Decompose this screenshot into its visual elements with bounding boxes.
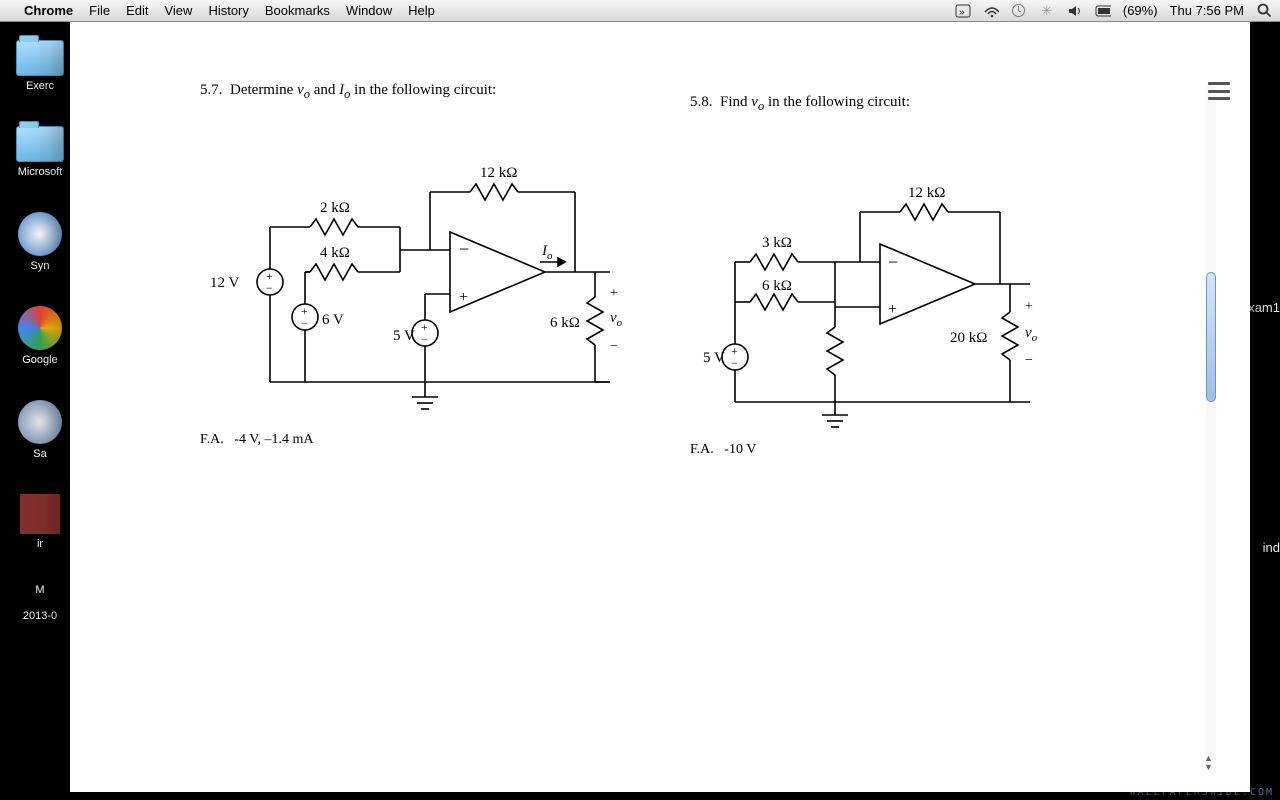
desktop-label: ind xyxy=(1263,540,1280,555)
desktop-file[interactable]: 2013-0 xyxy=(10,610,70,622)
problem-57-prompt: 5.7. Determine vo and Io in the followin… xyxy=(200,82,496,102)
menu-help[interactable]: Help xyxy=(408,3,435,18)
desktop-file[interactable]: ir xyxy=(10,494,70,550)
svg-text:5 V: 5 V xyxy=(703,350,725,366)
desktop-icons: Exerc Microsoft Syn Google Sa ir M 2013-… xyxy=(10,40,70,622)
desktop-folder[interactable]: Microsoft xyxy=(10,126,70,178)
svg-text:vo: vo xyxy=(1025,325,1038,344)
desktop-app[interactable]: Sa xyxy=(10,400,70,460)
hamburger-icon[interactable] xyxy=(1208,82,1230,100)
menu-view[interactable]: View xyxy=(164,3,192,18)
circuit-58: + − 5 V 3 kΩ 6 kΩ xyxy=(670,132,1100,452)
timemachine-icon[interactable] xyxy=(1011,3,1027,19)
svg-text:3 kΩ: 3 kΩ xyxy=(762,235,792,251)
svg-text:+: + xyxy=(888,301,897,318)
svg-text:−: − xyxy=(421,332,428,346)
svg-text:6 kΩ: 6 kΩ xyxy=(550,315,580,331)
answer-58: F.A. -10 V xyxy=(690,442,756,458)
vertical-scrollbar[interactable]: ▲▼ xyxy=(1206,82,1216,772)
bluetooth-icon[interactable]: ✳︎ xyxy=(1039,3,1055,19)
svg-text:»: » xyxy=(959,7,965,18)
svg-text:20 kΩ: 20 kΩ xyxy=(950,330,987,346)
svg-text:4 kΩ: 4 kΩ xyxy=(320,245,350,261)
menu-history[interactable]: History xyxy=(208,3,248,18)
app-name[interactable]: Chrome xyxy=(24,3,73,18)
svg-text:6 kΩ: 6 kΩ xyxy=(762,278,792,294)
svg-text:−: − xyxy=(266,281,273,295)
svg-text:2 kΩ: 2 kΩ xyxy=(320,200,350,216)
battery-percent: (69%) xyxy=(1123,3,1158,18)
desktop-app[interactable]: Google xyxy=(10,306,70,366)
clock[interactable]: Thu 7:56 PM xyxy=(1170,3,1244,18)
svg-text:−: − xyxy=(610,339,618,354)
svg-text:12 kΩ: 12 kΩ xyxy=(480,165,517,181)
dictation-icon[interactable]: » xyxy=(955,3,971,19)
svg-text:5 V: 5 V xyxy=(393,328,415,344)
wifi-icon[interactable] xyxy=(983,3,999,19)
svg-text:−: − xyxy=(301,316,308,330)
answer-57: F.A. -4 V, –1.4 mA xyxy=(200,432,314,448)
desktop-folder[interactable]: Exerc xyxy=(10,40,70,92)
mac-menubar: Chrome File Edit View History Bookmarks … xyxy=(0,0,1280,22)
circuit-57: + − 12 V 2 kΩ + − 6 V xyxy=(180,122,640,442)
battery-icon[interactable] xyxy=(1095,3,1111,19)
pdf-page: 5.7. Determine vo and Io in the followin… xyxy=(180,62,1115,492)
svg-text:−: − xyxy=(888,252,898,272)
svg-text:−: − xyxy=(459,239,469,259)
menu-file[interactable]: File xyxy=(89,3,110,18)
scrollbar-arrows[interactable]: ▲▼ xyxy=(1204,754,1213,772)
desktop-file[interactable]: M xyxy=(10,584,70,596)
svg-text:12 V: 12 V xyxy=(210,275,239,291)
svg-text:+: + xyxy=(459,289,468,306)
desktop-label: xam1 xyxy=(1248,300,1280,315)
svg-text:6 V: 6 V xyxy=(322,312,344,328)
svg-text:+: + xyxy=(1025,299,1033,314)
menu-edit[interactable]: Edit xyxy=(126,3,148,18)
svg-text:−: − xyxy=(1025,353,1033,368)
svg-text:−: − xyxy=(731,356,738,370)
svg-text:+: + xyxy=(610,286,618,301)
menu-window[interactable]: Window xyxy=(346,3,392,18)
menu-bookmarks[interactable]: Bookmarks xyxy=(265,3,330,18)
svg-text:vo: vo xyxy=(610,310,623,329)
problem-58-prompt: 5.8. Find vo in the following circuit: xyxy=(690,94,910,114)
svg-text:Io: Io xyxy=(541,243,553,262)
scrollbar-thumb[interactable] xyxy=(1206,272,1216,402)
volume-icon[interactable] xyxy=(1067,3,1083,19)
spotlight-icon[interactable] xyxy=(1256,3,1272,19)
chrome-window: ▲▼ 5.7. Determine vo and Io in the follo… xyxy=(70,22,1250,792)
desktop-app[interactable]: Syn xyxy=(10,212,70,272)
svg-text:12 kΩ: 12 kΩ xyxy=(908,185,945,201)
